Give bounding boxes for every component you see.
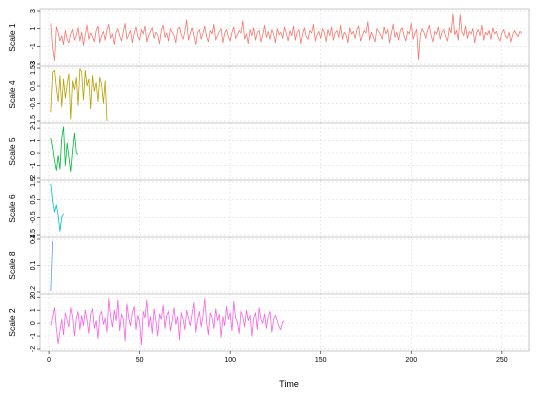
panel-ylabel: Scale 2 [7,308,17,337]
panel-1: -3 -1 1 3 Scale 1 [7,8,530,67]
y-tick-label: 0.5 [30,81,37,91]
series-line [50,240,54,292]
y-tick-label: -1 [30,43,37,49]
panel-frame [39,293,530,352]
x-axis-title: Time [279,379,299,389]
x-tick-label: 50 [136,357,144,364]
series-line [50,13,523,61]
y-tick-label: 1.53 [30,61,37,75]
y-tick-label: 1 [30,27,37,31]
y-tick-label: 1 [30,139,37,143]
x-tick-label: 0 [47,357,51,364]
panels-layer: -3 -1 1 3 Scale 1 -1.5 -0.5 0.5 1.53 Scale 4 -2 -1 0… [7,8,530,352]
y-tick-label: -3 [30,61,37,67]
y-tick-label: -2 [30,175,37,181]
y-tick-label: -1 [30,162,37,168]
panel-frame [39,179,530,238]
x-axis: 0 50 100 150 200 250 [47,351,508,364]
panel-ylabel: Scale 6 [7,194,17,223]
y-tick-label: 0 [30,151,37,155]
y-tick-label: 1.5 [30,177,37,187]
panel-ylabel: Scale 5 [7,137,17,166]
y-tick-label: -1 [30,333,37,339]
x-tick-label: 200 [405,357,417,364]
panel-2: -1.5 -0.5 0.5 1.53 Scale 4 [7,61,530,127]
y-tick-label: 0.5 [30,195,37,205]
series-line [50,298,285,346]
y-tick-label: -0.5 [30,97,37,109]
x-tick-label: 250 [496,357,508,364]
y-tick-label: 1 [30,308,37,312]
y-tick-label: -2 [30,346,37,352]
panel-6: -2 -1 0 1 2 Scale 2 [7,293,530,352]
y-tick-label: 2 [30,295,37,299]
series-line [50,126,79,173]
panel-5: -0.2 0.1 0.4 Scale 8 [7,234,530,298]
series-line [50,68,108,122]
y-tick-label: 0.4 [30,234,37,244]
y-tick-label: -1.5 [30,229,37,241]
panel-4: -1.5 -0.5 0.5 1.5 Scale 6 [7,177,530,241]
panel-ylabel: Scale 8 [7,251,17,280]
series-line [50,183,64,232]
y-tick-label: -1.5 [30,115,37,127]
panel-frame [39,65,530,124]
panel-ylabel: Scale 4 [7,80,17,109]
x-tick-label: 100 [224,357,236,364]
panel-3: -2 -1 0 1 2 Scale 5 [7,122,530,181]
y-tick-label: 2 [30,126,37,130]
panel-ylabel: Scale 1 [7,23,17,52]
panel-frame [39,122,530,181]
y-tick-label: -0.2 [30,286,37,298]
y-tick-label: 3 [30,9,37,13]
y-tick-label: -0.5 [30,211,37,223]
y-tick-label: 0 [30,321,37,325]
y-tick-label: 0.1 [30,261,37,271]
x-tick-label: 150 [315,357,327,364]
